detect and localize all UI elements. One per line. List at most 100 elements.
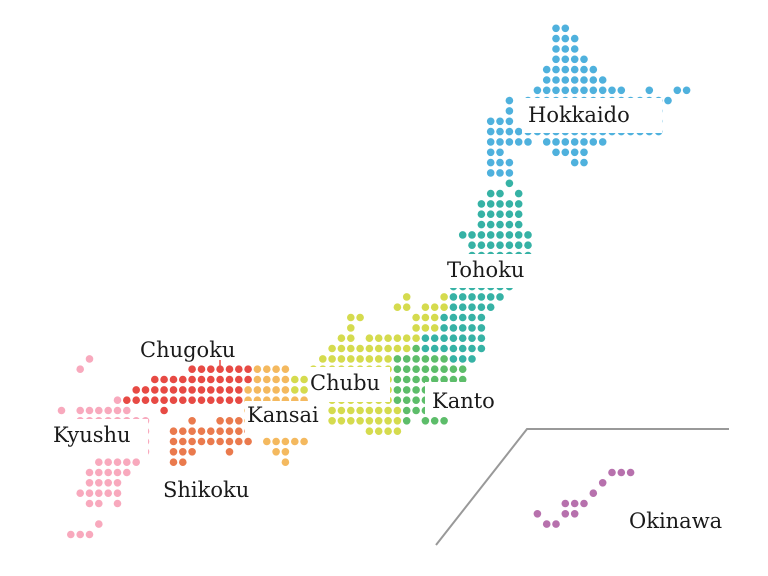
chubu-dot — [300, 386, 308, 394]
hokkaido-dot — [505, 158, 514, 167]
tohoku-dot — [477, 231, 486, 239]
kansai-dot — [253, 375, 262, 384]
kyushu-dot — [67, 530, 75, 539]
tohoku-dot — [468, 231, 476, 239]
tohoku-dot — [505, 241, 514, 249]
tohoku-dot — [514, 241, 523, 249]
kyushu-dot — [132, 458, 140, 467]
chugoku-dot — [188, 365, 196, 374]
tohoku-label-box — [446, 254, 538, 288]
chubu-dot — [384, 427, 392, 436]
kanto-dot — [402, 406, 411, 415]
chubu-dot — [374, 427, 383, 436]
chubu-dot — [374, 355, 383, 363]
chubu-dot — [393, 344, 402, 353]
hokkaido-dot — [645, 86, 654, 95]
kansai-dot — [263, 375, 271, 384]
hokkaido-dot — [496, 138, 504, 146]
hokkaido-dot — [561, 65, 570, 74]
kansai-dot — [291, 437, 299, 446]
chubu-dot — [393, 427, 402, 436]
tohoku-dot — [440, 334, 448, 343]
tohoku-dot — [496, 210, 504, 218]
tohoku-dot — [449, 313, 458, 322]
tohoku-dot — [458, 334, 467, 343]
hokkaido-dot — [589, 76, 598, 84]
hokkaido-dot — [682, 86, 691, 95]
chugoku-dot — [235, 396, 243, 405]
kanto-dot — [440, 355, 448, 363]
kyushu-dot — [113, 468, 122, 477]
chugoku-dot — [244, 375, 252, 384]
chubu-dot — [328, 355, 336, 363]
chubu-dot — [440, 303, 448, 312]
chubu-dot — [365, 427, 374, 436]
hokkaido-dot — [486, 127, 495, 136]
hokkaido-dot — [580, 138, 588, 146]
chugoku-dot — [151, 396, 159, 405]
kyushu-dot — [113, 479, 122, 487]
hokkaido-dot — [580, 76, 588, 84]
hokkaido-dot — [552, 148, 560, 157]
chubu-dot — [365, 344, 374, 353]
kanto-dot — [402, 386, 411, 394]
kyushu-dot — [85, 406, 94, 415]
chubu-dot — [384, 334, 392, 343]
chubu-dot — [347, 334, 355, 343]
chubu-dot — [337, 417, 346, 425]
kanto-dot — [430, 417, 439, 425]
hokkaido-dot — [486, 169, 495, 177]
chubu-dot — [440, 293, 448, 301]
chugoku-dot — [179, 386, 187, 394]
kansai-dot — [253, 386, 262, 394]
label-kansai: Kansai — [247, 403, 319, 427]
label-kanto: Kanto — [432, 389, 495, 413]
chubu-dot — [356, 417, 364, 425]
tohoku-dot — [449, 303, 458, 312]
okinawa-dot — [570, 499, 579, 508]
kansai-dot — [300, 437, 308, 446]
hokkaido-dot — [561, 138, 570, 146]
chubu-label-box — [308, 367, 390, 402]
hokkaido-dot — [542, 65, 551, 74]
hokkaido-dot — [580, 148, 588, 157]
tohoku-dot — [486, 241, 495, 249]
hokkaido-dot — [496, 148, 504, 157]
okinawa-dot — [598, 479, 607, 487]
chugoku-dot — [235, 375, 243, 384]
shikoku-dot — [179, 437, 187, 446]
chubu-dot — [347, 355, 355, 363]
shikoku-dot — [188, 448, 196, 456]
kyushu-dot — [95, 406, 103, 415]
chubu-dot — [384, 406, 392, 415]
hokkaido-dot — [505, 96, 514, 105]
chugoku-dot — [216, 396, 224, 405]
kyushu-label-box — [48, 419, 148, 456]
chubu-dot — [356, 344, 364, 353]
shikoku-dot — [188, 437, 196, 446]
chubu-dot — [347, 313, 355, 322]
kyushu-dot — [113, 458, 122, 467]
kanto-dot — [430, 365, 439, 374]
kansai-dot — [263, 386, 271, 394]
chugoku-dot — [132, 386, 140, 394]
kanto-dot — [393, 396, 402, 405]
kanto-dot — [402, 417, 411, 425]
hokkaido-dot — [598, 76, 607, 84]
kyushu-dot — [85, 530, 94, 539]
tohoku-dot — [486, 231, 495, 239]
chugoku-dot — [197, 375, 206, 384]
chubu-dot — [384, 355, 392, 363]
chugoku-dot — [132, 396, 140, 405]
kanto-dot — [421, 365, 430, 374]
label-tohoku: Tohoku — [447, 258, 525, 282]
kyushu-dot — [76, 365, 84, 374]
tohoku-dot — [514, 231, 523, 239]
chugoku-dot — [188, 375, 196, 384]
hokkaido-dot — [496, 169, 504, 177]
tohoku-dot — [440, 324, 448, 332]
kyushu-dot — [104, 489, 112, 498]
shikoku-dot — [244, 437, 252, 446]
chugoku-dot — [244, 365, 252, 374]
tohoku-dot — [468, 241, 476, 249]
